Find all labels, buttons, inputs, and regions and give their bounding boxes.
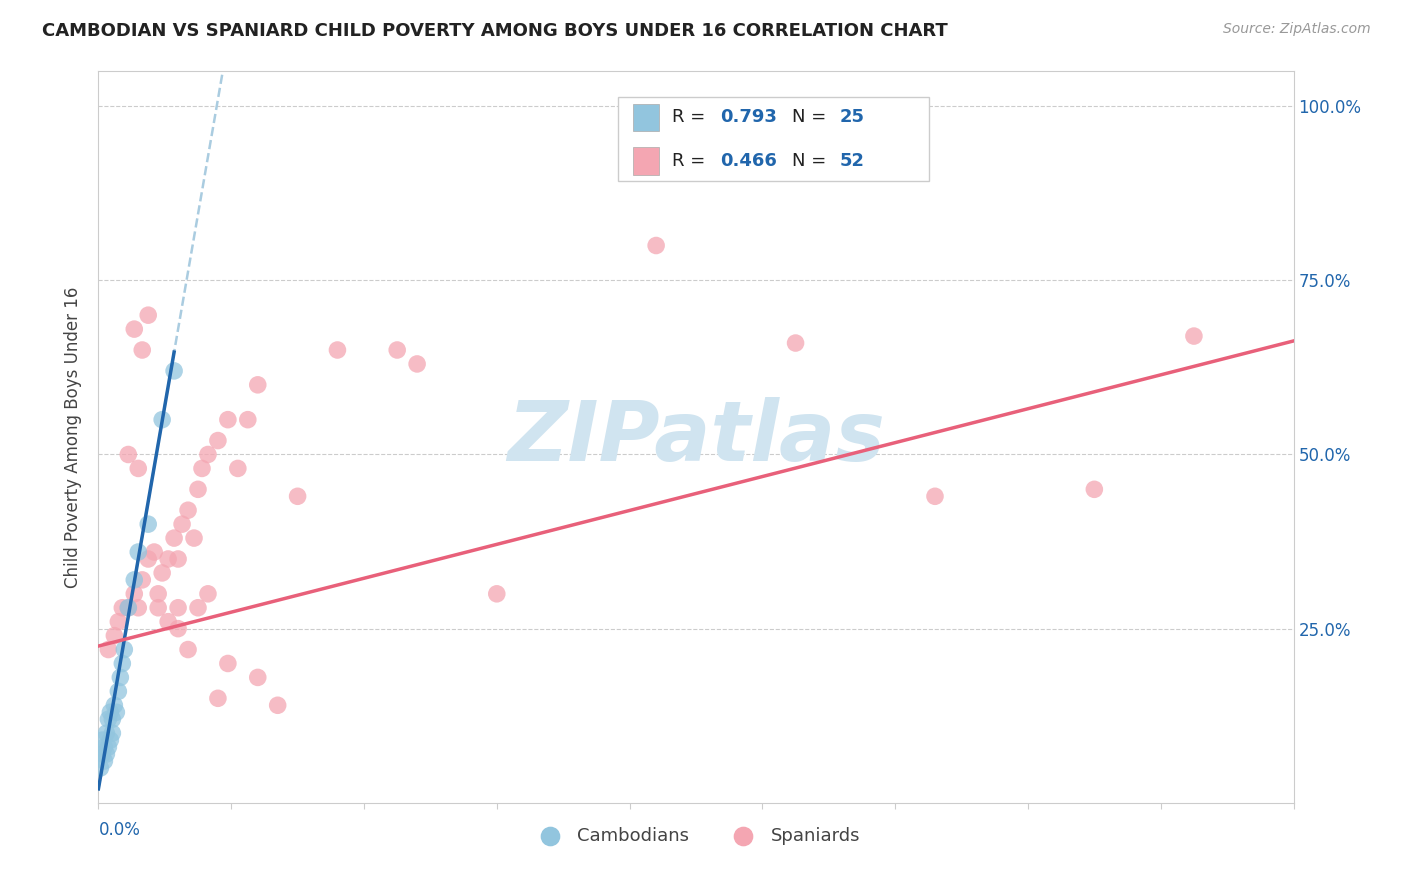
Text: CAMBODIAN VS SPANIARD CHILD POVERTY AMONG BOYS UNDER 16 CORRELATION CHART: CAMBODIAN VS SPANIARD CHILD POVERTY AMON… [42, 22, 948, 40]
Point [267, 698, 290, 713]
Bar [633, 103, 659, 131]
Point [187, 600, 209, 615]
Point [93, 740, 115, 755]
Point [167, 622, 190, 636]
Text: N =: N = [792, 153, 831, 170]
Point [111, 600, 134, 615]
Point [96, 726, 118, 740]
Point [217, 412, 239, 426]
Point [1083, 483, 1105, 497]
FancyBboxPatch shape [619, 97, 929, 181]
Point [103, 698, 125, 713]
Point [236, 412, 259, 426]
Point [101, 712, 124, 726]
Point [207, 434, 229, 448]
Point [105, 705, 128, 719]
Point [207, 691, 229, 706]
Point [150, 566, 173, 580]
Point [89, 761, 111, 775]
Legend: Cambodians, Spaniards: Cambodians, Spaniards [524, 820, 868, 852]
Point [645, 238, 668, 252]
Y-axis label: Child Poverty Among Boys Under 16: Child Poverty Among Boys Under 16 [63, 286, 82, 588]
Point [406, 357, 429, 371]
Text: 52: 52 [839, 153, 865, 170]
Point [157, 615, 180, 629]
Point [385, 343, 409, 357]
Point [197, 587, 219, 601]
Point [326, 343, 349, 357]
Point [785, 336, 807, 351]
Point [287, 489, 309, 503]
Point [124, 322, 146, 336]
Point [157, 552, 180, 566]
Point [226, 461, 249, 475]
Point [96, 747, 118, 761]
Text: R =: R = [672, 153, 711, 170]
Point [148, 600, 170, 615]
Bar [633, 147, 659, 175]
Text: 25: 25 [839, 109, 865, 127]
Point [246, 670, 269, 684]
Text: 0.466: 0.466 [720, 153, 776, 170]
Point [1182, 329, 1205, 343]
Point [112, 642, 135, 657]
Point [107, 615, 129, 629]
Point [172, 517, 194, 532]
Point [127, 600, 149, 615]
Text: Source: ZipAtlas.com: Source: ZipAtlas.com [1223, 22, 1371, 37]
Point [167, 600, 190, 615]
Point [177, 642, 200, 657]
Text: N =: N = [792, 109, 831, 127]
Point [485, 587, 508, 601]
Point [183, 531, 205, 545]
Text: 0.0%: 0.0% [98, 821, 141, 839]
Point [127, 545, 149, 559]
Point [101, 726, 124, 740]
Point [117, 600, 139, 615]
Point [136, 552, 159, 566]
Point [197, 448, 219, 462]
Point [117, 448, 139, 462]
Point [107, 684, 129, 698]
Point [110, 670, 132, 684]
Point [117, 600, 139, 615]
Point [97, 740, 120, 755]
Point [97, 642, 120, 657]
Point [103, 629, 125, 643]
Point [217, 657, 239, 671]
Point [127, 461, 149, 475]
Point [150, 412, 173, 426]
Point [163, 531, 186, 545]
Text: ZIPatlas: ZIPatlas [508, 397, 884, 477]
Point [163, 364, 186, 378]
Point [167, 552, 190, 566]
Point [131, 573, 153, 587]
Point [124, 573, 146, 587]
Text: R =: R = [672, 109, 711, 127]
Point [177, 503, 200, 517]
Point [136, 308, 159, 322]
Point [924, 489, 946, 503]
Point [93, 754, 115, 768]
Point [187, 483, 209, 497]
Point [97, 712, 120, 726]
Point [143, 545, 166, 559]
Point [136, 517, 159, 532]
Point [124, 587, 146, 601]
Point [191, 461, 214, 475]
Text: 0.793: 0.793 [720, 109, 776, 127]
Point [91, 747, 114, 761]
Point [111, 657, 134, 671]
Point [98, 705, 122, 719]
Point [98, 733, 122, 747]
Point [148, 587, 170, 601]
Point [91, 733, 114, 747]
Point [131, 343, 153, 357]
Point [246, 377, 269, 392]
